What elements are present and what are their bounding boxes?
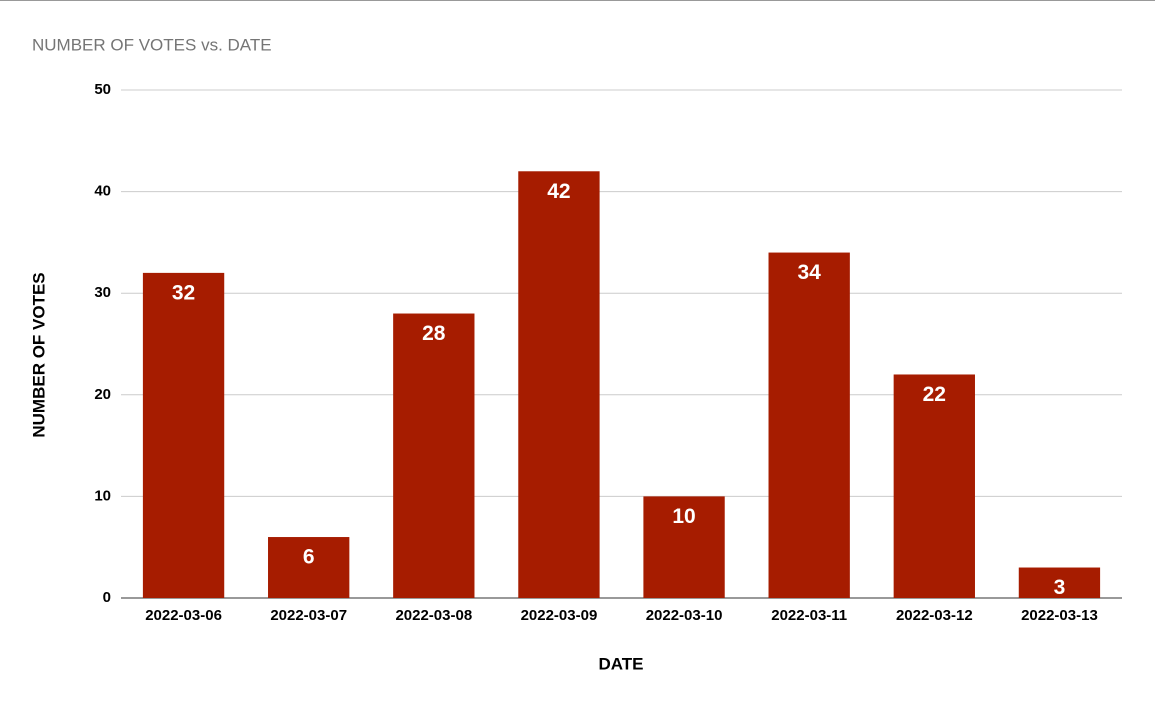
data-label: 22: [923, 383, 946, 406]
x-tick-label: 2022-03-09: [521, 607, 598, 624]
bar: [142, 272, 225, 598]
y-tick-label: 50: [94, 81, 111, 98]
bar: [643, 496, 725, 598]
data-label: 6: [303, 546, 315, 569]
y-tick-label: 0: [103, 589, 111, 606]
bar: [893, 374, 975, 598]
x-tick-label: 2022-03-07: [270, 607, 347, 624]
data-label: 28: [422, 322, 446, 345]
x-tick-label: 2022-03-10: [646, 607, 723, 624]
y-axis-title: NUMBER OF VOTES: [29, 272, 48, 437]
x-tick-label: 2022-03-13: [1021, 607, 1098, 624]
bar: [1018, 567, 1101, 598]
data-label: 3: [1054, 576, 1066, 599]
y-tick-label: 20: [94, 386, 111, 403]
x-tick-label: 2022-03-11: [771, 607, 847, 624]
x-tick-label: 2022-03-12: [896, 607, 973, 624]
x-axis-title: DATE: [598, 654, 643, 673]
data-label: 34: [798, 261, 822, 284]
bar: [268, 537, 350, 598]
x-tick-label: 2022-03-06: [145, 607, 222, 624]
y-tick-label: 10: [94, 487, 111, 504]
x-tick-label: 2022-03-08: [395, 607, 472, 624]
data-label: 32: [172, 281, 195, 304]
bar: [393, 313, 475, 598]
y-tick-label: 30: [94, 284, 111, 301]
chart-title: NUMBER OF VOTES vs. DATE: [32, 35, 272, 54]
y-tick-label: 40: [94, 183, 111, 200]
bar: [768, 252, 850, 598]
data-label: 10: [672, 505, 695, 528]
data-label: 42: [547, 180, 570, 203]
bar: [518, 171, 600, 598]
